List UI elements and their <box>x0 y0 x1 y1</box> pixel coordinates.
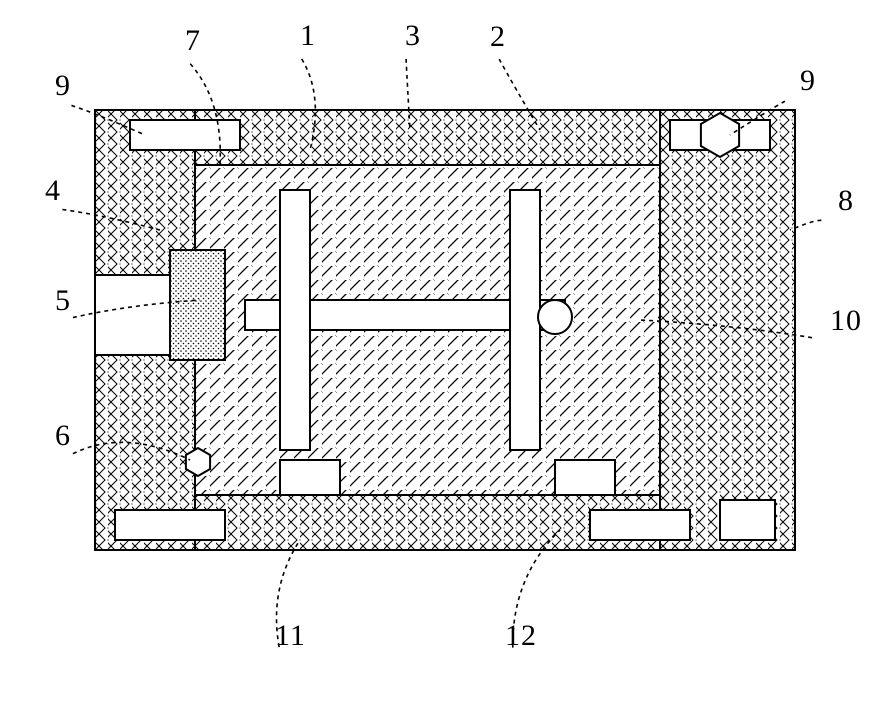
hex-head-bottom-left <box>186 448 210 476</box>
foot-cutout-left <box>280 460 340 495</box>
callout-label-6: 6 <box>55 419 71 452</box>
slot-vertical-right <box>510 190 540 450</box>
callout-label-4: 4 <box>45 174 61 207</box>
callout-label-9l: 9 <box>55 69 71 102</box>
callout-label-12: 12 <box>505 619 537 652</box>
callout-label-10: 10 <box>830 304 862 337</box>
frame-column-right <box>660 110 795 550</box>
bolt-pocket-bottom-right-2 <box>720 500 775 540</box>
center-hole <box>538 300 572 334</box>
callout-label-11: 11 <box>275 619 306 652</box>
callout-label-3: 3 <box>405 19 421 52</box>
foot-cutout-right <box>555 460 615 495</box>
schematic-svg: 1 3 2 7 9 9 4 5 6 8 10 11 12 <box>0 0 890 723</box>
bolt-pocket-bottom-left <box>115 510 225 540</box>
diagram-root: 1 3 2 7 9 9 4 5 6 8 10 11 12 <box>0 0 890 723</box>
callout-label-7: 7 <box>185 24 201 57</box>
callout-label-8: 8 <box>838 184 854 217</box>
bolt-pocket-bottom-right-1 <box>590 510 690 540</box>
callout-label-9r: 9 <box>800 64 816 97</box>
callout-label-2: 2 <box>490 20 506 53</box>
slot-vertical-left <box>280 190 310 450</box>
bolt-pocket-top-left <box>130 120 240 150</box>
hex-head-top-right <box>701 113 739 157</box>
callout-label-1: 1 <box>300 19 316 52</box>
recess-left <box>170 250 225 360</box>
callout-label-5: 5 <box>55 284 71 317</box>
